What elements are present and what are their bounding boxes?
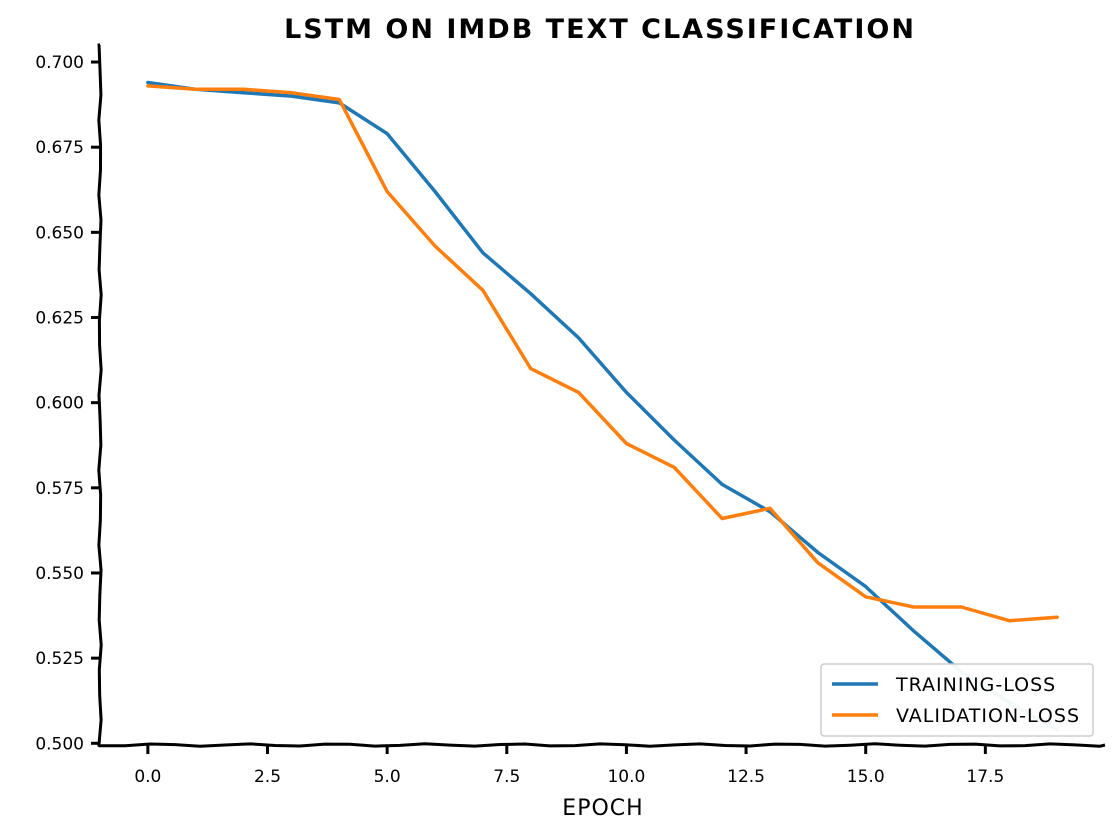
y-tick-label: 0.525 <box>35 649 84 669</box>
y-tick-label: 0.550 <box>35 564 84 584</box>
axes: 0.500 0.525 0.550 0.575 0.600 0.625 0.650 0.675… <box>35 43 1106 787</box>
x-tick-label: 15.0 <box>847 767 885 787</box>
series-line-validation-loss <box>146 84 1059 623</box>
y-tick-label: 0.650 <box>35 223 84 243</box>
x-axis-line <box>98 742 1106 748</box>
y-tick-label: 0.575 <box>35 479 84 499</box>
x-tick-label: 17.5 <box>966 767 1004 787</box>
y-tick-label: 0.600 <box>35 394 84 414</box>
x-tick-label: 5.0 <box>374 767 401 787</box>
y-tick-label: 0.625 <box>35 309 84 329</box>
y-tick-label: 0.700 <box>35 53 84 73</box>
y-axis-line <box>97 43 103 747</box>
x-tick-label: 7.5 <box>493 767 520 787</box>
x-tick-label: 12.5 <box>727 767 765 787</box>
y-tick-label: 0.675 <box>35 138 84 158</box>
legend-label-validation-loss: VALIDATION-LOSS <box>896 705 1080 727</box>
legend: TRAINING-LOSS VALIDATION-LOSS <box>820 663 1094 737</box>
chart-title: LSTM ON IMDB TEXT CLASSIFICATION <box>284 14 916 45</box>
legend-label-training-loss: TRAINING-LOSS <box>895 674 1056 696</box>
legend-box <box>820 663 1094 737</box>
plot-area <box>146 80 1059 732</box>
x-tick-label: 10.0 <box>607 767 645 787</box>
series-line-training-loss <box>146 80 1059 732</box>
x-tick-label: 2.5 <box>254 767 281 787</box>
y-tick-label: 0.500 <box>35 734 84 754</box>
x-axis-label: EPOCH <box>562 796 643 821</box>
x-tick-label: 0.0 <box>134 767 161 787</box>
